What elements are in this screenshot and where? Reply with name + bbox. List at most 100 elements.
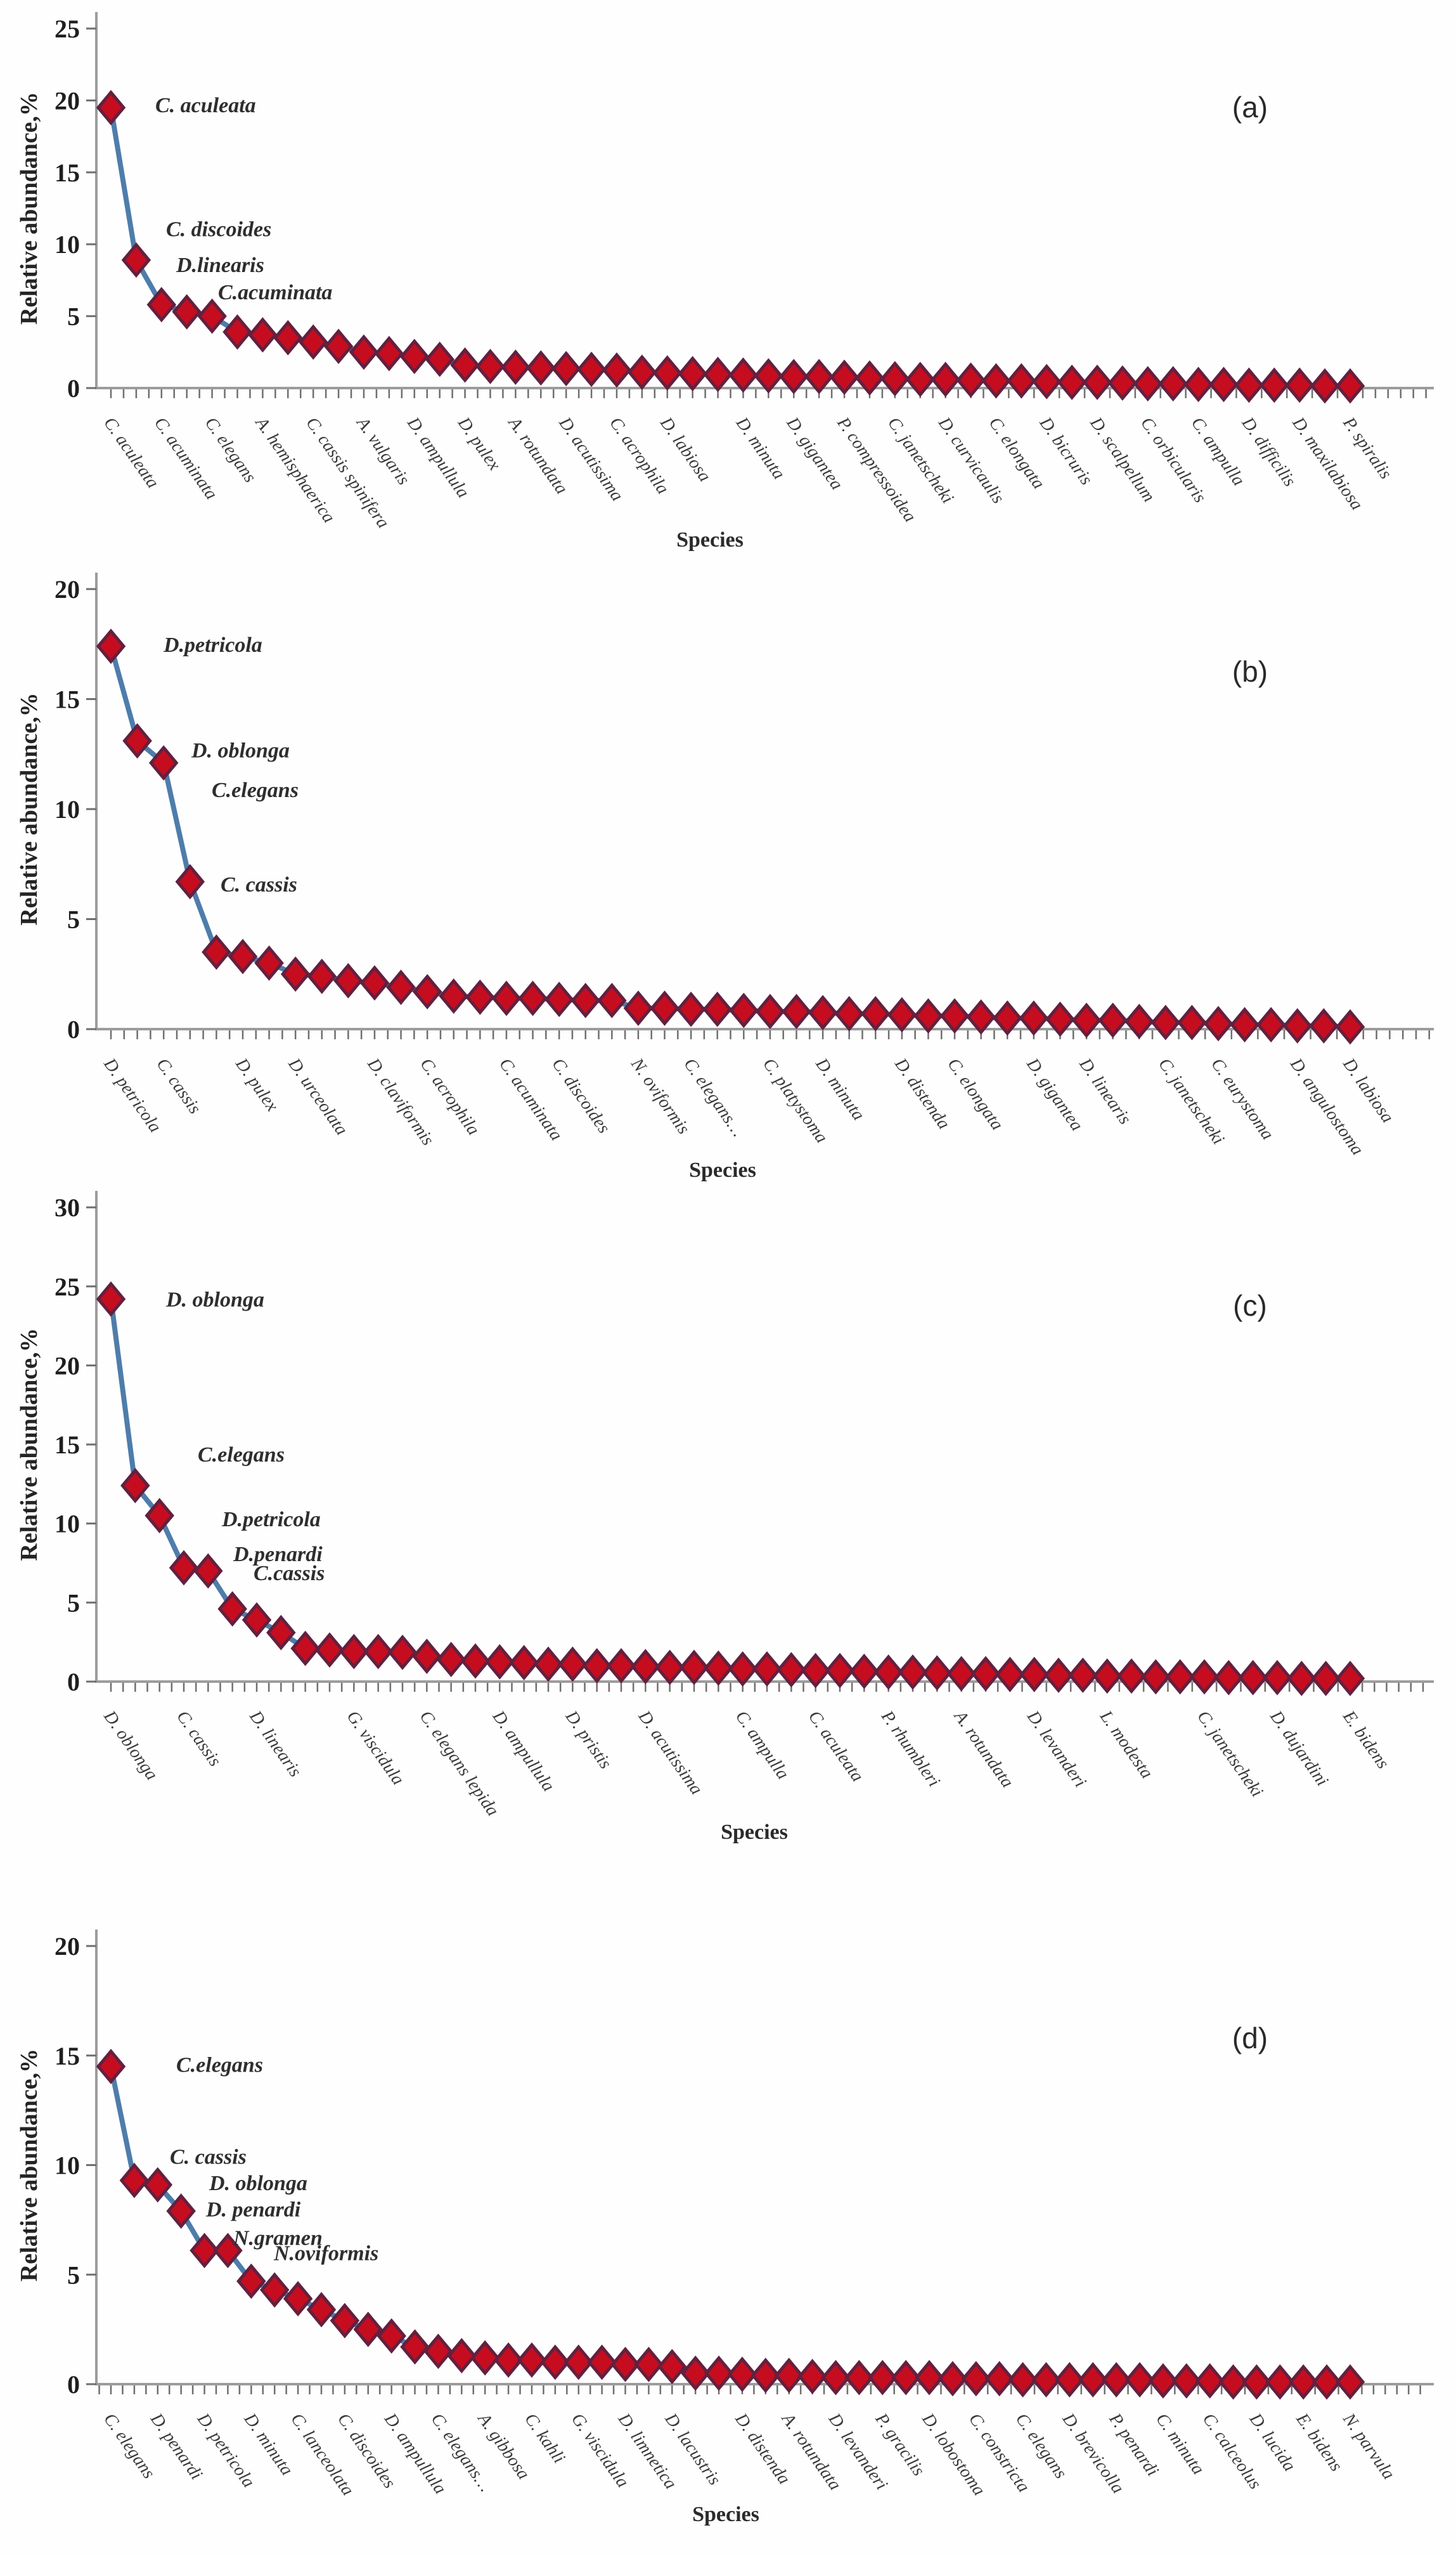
x-tick-label: D. urceolata xyxy=(284,1054,352,1139)
data-point-marker xyxy=(242,1602,272,1638)
data-point-marker xyxy=(172,294,202,330)
data-point-marker xyxy=(797,2359,827,2394)
annotation-label: C. cassis xyxy=(221,873,297,897)
data-point-marker xyxy=(96,1281,126,1317)
data-point-marker xyxy=(727,2356,757,2392)
data-point-marker xyxy=(778,358,809,394)
data-point-marker xyxy=(782,994,811,1030)
data-point-marker xyxy=(353,2311,383,2347)
data-point-marker xyxy=(1288,2364,1318,2400)
y-tick-label: 20 xyxy=(55,86,80,115)
data-point-marker xyxy=(386,970,416,1005)
x-tick-label: C. aculeata xyxy=(804,1707,867,1786)
y-tick-label: 0 xyxy=(67,1668,80,1696)
y-tick-label: 10 xyxy=(55,2151,80,2180)
data-point-marker xyxy=(754,358,783,394)
data-point-marker xyxy=(678,356,707,392)
annotation-label: D. oblonga xyxy=(209,2172,307,2195)
y-axis-title: Relative abundance,% xyxy=(16,2049,42,2281)
x-tick-label: C. ampulla xyxy=(731,1707,793,1783)
panel-letter: (d) xyxy=(1232,2021,1268,2054)
data-point-marker xyxy=(96,89,126,126)
x-tick-label: C. cassis xyxy=(172,1707,225,1770)
annotation-label: C. aculeata xyxy=(155,94,256,117)
data-point-marker xyxy=(703,356,733,392)
data-point-marker xyxy=(729,992,759,1028)
data-point-marker xyxy=(752,1651,782,1687)
data-point-marker xyxy=(236,2263,266,2299)
data-point-marker xyxy=(914,2359,944,2396)
data-point-marker xyxy=(217,1591,247,1627)
y-tick-label: 10 xyxy=(55,230,80,259)
y-tick-label: 10 xyxy=(55,1510,80,1538)
y-tick-label: 15 xyxy=(55,1430,80,1459)
data-point-marker xyxy=(447,2338,477,2373)
data-point-marker xyxy=(1031,2362,1061,2397)
x-axis-title: Species xyxy=(692,2503,759,2526)
data-point-marker xyxy=(143,2167,173,2203)
x-tick-label: D. acutissima xyxy=(634,1706,706,1798)
data-point-marker xyxy=(898,1654,928,1690)
x-tick-label: N. parvula xyxy=(1339,2409,1399,2483)
data-point-marker xyxy=(518,980,548,1016)
x-tick-label: D. pulex xyxy=(453,413,505,474)
x-tick-label: D. minuta xyxy=(811,1054,868,1124)
data-point-marker xyxy=(1082,365,1112,400)
data-point-marker xyxy=(387,1634,418,1670)
data-point-marker xyxy=(657,2349,687,2385)
data-point-marker xyxy=(1242,2364,1272,2400)
x-tick-label: D. pulex xyxy=(231,1054,283,1115)
x-tick-label: P. rhumbleri xyxy=(877,1706,944,1790)
data-point-marker xyxy=(349,334,379,370)
data-point-marker xyxy=(222,314,252,350)
data-point-marker xyxy=(175,864,205,900)
data-point-marker xyxy=(1287,1661,1317,1696)
data-point-marker xyxy=(610,2347,640,2382)
data-point-marker xyxy=(570,982,600,1018)
data-point-marker xyxy=(1256,1007,1286,1042)
data-point-marker xyxy=(1209,367,1239,403)
data-point-marker xyxy=(491,980,522,1016)
x-tick-label: G. viscidula xyxy=(343,1707,408,1789)
data-point-marker xyxy=(1234,367,1264,403)
data-point-marker xyxy=(1141,1659,1171,1695)
data-point-marker xyxy=(602,352,632,388)
data-point-marker xyxy=(821,2359,851,2396)
annotation-label: D.petricola xyxy=(221,1508,321,1531)
data-point-marker xyxy=(905,361,935,398)
data-point-marker xyxy=(728,1651,757,1687)
data-point-marker xyxy=(190,2233,219,2269)
annotation-label: C.cassis xyxy=(254,1562,325,1585)
data-point-marker xyxy=(970,1656,1001,1692)
data-point-marker xyxy=(213,2233,243,2269)
x-axis-title: Species xyxy=(689,1158,756,1182)
data-point-marker xyxy=(1230,1007,1260,1042)
data-point-marker xyxy=(1124,1003,1154,1039)
data-point-marker xyxy=(966,999,996,1035)
data-point-marker xyxy=(470,2340,500,2376)
y-tick-label: 15 xyxy=(55,2042,80,2070)
x-tick-label: D. linearis xyxy=(245,1706,306,1781)
y-tick-label: 15 xyxy=(55,159,80,187)
data-point-marker xyxy=(1195,2363,1225,2399)
data-point-marker xyxy=(1043,1658,1074,1693)
data-point-marker xyxy=(330,2302,360,2339)
data-point-marker xyxy=(1007,363,1036,399)
data-point-marker xyxy=(939,998,970,1034)
data-point-marker xyxy=(961,2361,991,2397)
x-tick-label: D. levanderi xyxy=(1022,1706,1090,1791)
data-point-marker xyxy=(228,938,258,975)
data-point-marker xyxy=(1148,2363,1178,2399)
y-tick-label: 0 xyxy=(67,374,80,403)
data-point-marker xyxy=(96,2049,126,2084)
annotation-label: D. oblonga xyxy=(165,1288,264,1312)
data-point-marker xyxy=(751,2358,781,2394)
data-point-marker xyxy=(1150,1004,1181,1041)
data-point-marker xyxy=(1218,2364,1248,2400)
data-point-marker xyxy=(931,361,960,398)
annotation-label: C.elegans xyxy=(176,2054,263,2077)
data-point-marker xyxy=(307,958,337,994)
